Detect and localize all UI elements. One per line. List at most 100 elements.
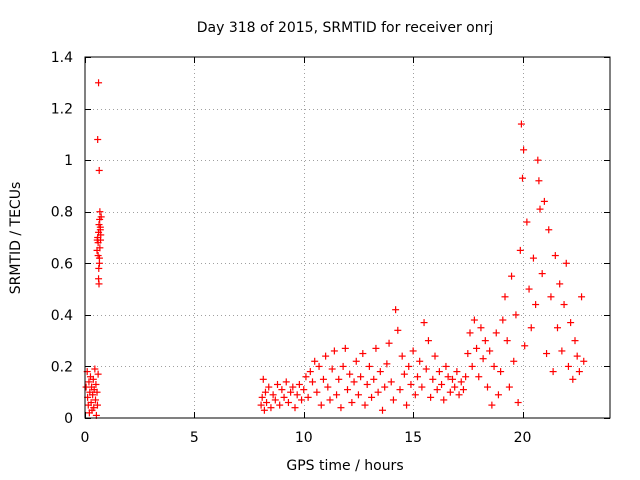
data-point — [263, 399, 271, 407]
data-point — [479, 355, 487, 363]
data-point — [521, 342, 529, 350]
data-point — [462, 373, 470, 381]
data-point — [551, 252, 559, 260]
data-point — [567, 319, 575, 327]
data-point — [517, 120, 525, 128]
data-point — [94, 136, 102, 144]
data-point — [453, 368, 461, 376]
data-point — [93, 401, 101, 409]
data-point — [525, 285, 533, 293]
data-point — [499, 316, 507, 324]
data-point — [260, 406, 268, 414]
data-point — [540, 197, 548, 205]
data-point — [414, 373, 421, 381]
data-point — [444, 373, 452, 381]
data-point — [387, 378, 395, 386]
data-point — [259, 375, 267, 383]
data-point — [92, 396, 99, 404]
data-point — [433, 386, 441, 394]
data-point — [302, 373, 310, 381]
data-point — [578, 293, 586, 301]
data-point — [278, 386, 286, 394]
data-point — [87, 399, 95, 407]
data-point — [389, 396, 397, 404]
x-tick-label: 0 — [81, 430, 90, 446]
data-point — [95, 264, 103, 272]
data-point — [427, 393, 435, 401]
data-point — [516, 246, 524, 254]
data-point — [538, 270, 546, 278]
data-point — [394, 326, 402, 334]
data-point — [287, 388, 295, 396]
data-point — [505, 383, 513, 391]
data-point — [300, 386, 308, 394]
data-point — [523, 218, 531, 226]
data-point — [339, 362, 347, 370]
data-point — [267, 404, 275, 412]
data-point — [91, 365, 99, 373]
y-tick-label: 0.6 — [51, 256, 73, 272]
data-point — [276, 401, 284, 409]
data-point — [352, 357, 360, 365]
data-point — [535, 177, 543, 185]
data-point — [488, 401, 496, 409]
data-point — [96, 208, 104, 216]
data-point — [317, 401, 325, 409]
data-point — [257, 401, 265, 409]
data-point — [85, 378, 93, 386]
y-tick-label: 1 — [64, 153, 73, 169]
data-point — [519, 174, 526, 182]
data-point — [435, 368, 443, 376]
data-point — [429, 375, 437, 383]
data-point — [335, 375, 343, 383]
data-point — [97, 236, 105, 244]
data-point — [564, 362, 572, 370]
data-point — [494, 391, 502, 399]
y-tick-labels: 0 0.2 0.4 0.6 0.8 1 1.2 1.4 — [51, 50, 73, 427]
data-point — [547, 293, 555, 301]
data-point — [344, 386, 351, 394]
chart-title: Day 318 of 2015, SRMTID for receiver onr… — [197, 20, 494, 36]
data-point — [385, 339, 393, 347]
data-point — [322, 352, 330, 360]
data-point — [376, 368, 384, 376]
data-point — [95, 280, 103, 288]
y-tick-label: 1.4 — [51, 50, 73, 66]
data-point — [269, 391, 277, 399]
data-point — [372, 344, 380, 352]
data-point — [490, 362, 498, 370]
data-point — [477, 324, 485, 332]
data-point — [96, 215, 104, 223]
data-point — [350, 378, 358, 386]
data-point — [304, 393, 312, 401]
data-point — [418, 383, 426, 391]
data-point — [532, 301, 540, 309]
data-point — [258, 393, 266, 401]
data-point — [265, 383, 273, 391]
data-point — [464, 350, 472, 358]
plot-frame — [84, 56, 611, 419]
data-point — [440, 396, 448, 404]
data-point — [420, 319, 428, 327]
data-point — [473, 344, 481, 352]
data-point — [291, 404, 299, 412]
data-point — [571, 337, 579, 345]
y-tick-label: 0.2 — [51, 359, 73, 375]
data-point — [328, 365, 336, 373]
data-point — [280, 393, 288, 401]
data-point — [315, 362, 323, 370]
data-point — [346, 370, 354, 378]
data-point — [374, 388, 382, 396]
data-point — [486, 347, 494, 355]
data-point — [449, 375, 456, 383]
data-point — [442, 362, 450, 370]
data-point — [455, 391, 463, 399]
data-point — [341, 344, 349, 352]
x-tick-label: 10 — [295, 430, 313, 446]
data-point — [556, 280, 564, 288]
data-point — [529, 254, 537, 262]
data-point — [398, 352, 406, 360]
data-point — [92, 380, 100, 388]
data-point — [90, 404, 98, 412]
data-point — [282, 378, 290, 386]
